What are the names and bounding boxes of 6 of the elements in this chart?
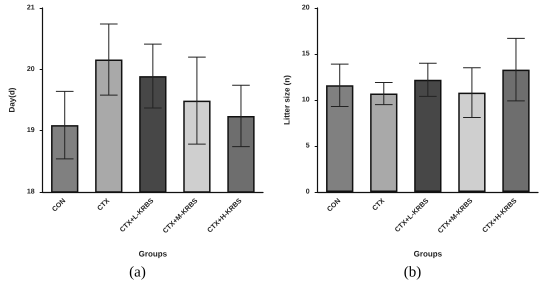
y-axis-title: Litter size (n) bbox=[282, 74, 292, 125]
x-axis-title: Groups bbox=[414, 250, 443, 258]
y-axis-title: Day(d) bbox=[8, 87, 16, 112]
text: (a) bbox=[129, 264, 146, 280]
text: (b) bbox=[404, 264, 422, 280]
x-axis-title: Groups bbox=[138, 250, 168, 258]
